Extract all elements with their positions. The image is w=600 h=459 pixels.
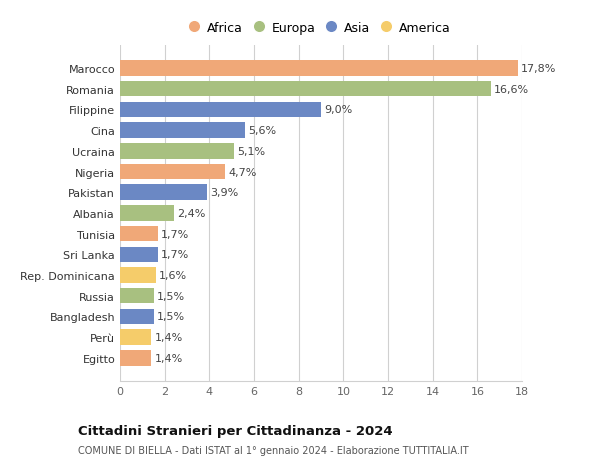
Text: 17,8%: 17,8% xyxy=(521,64,556,74)
Legend: Africa, Europa, Asia, America: Africa, Europa, Asia, America xyxy=(187,19,455,39)
Bar xyxy=(120,123,245,139)
Text: Cittadini Stranieri per Cittadinanza - 2024: Cittadini Stranieri per Cittadinanza - 2… xyxy=(78,425,392,437)
Bar xyxy=(120,350,151,366)
Bar xyxy=(120,164,225,180)
Text: 1,6%: 1,6% xyxy=(159,270,187,280)
Bar xyxy=(120,185,207,201)
Text: 9,0%: 9,0% xyxy=(325,105,353,115)
Bar xyxy=(120,102,321,118)
Bar xyxy=(120,288,154,304)
Bar xyxy=(120,247,158,263)
Text: 1,7%: 1,7% xyxy=(161,229,190,239)
Text: 4,7%: 4,7% xyxy=(229,167,257,177)
Text: 3,9%: 3,9% xyxy=(211,188,239,198)
Bar xyxy=(120,268,156,283)
Text: 1,4%: 1,4% xyxy=(155,332,183,342)
Text: 16,6%: 16,6% xyxy=(494,84,529,95)
Text: 1,4%: 1,4% xyxy=(155,353,183,363)
Bar xyxy=(120,309,154,325)
Text: COMUNE DI BIELLA - Dati ISTAT al 1° gennaio 2024 - Elaborazione TUTTITALIA.IT: COMUNE DI BIELLA - Dati ISTAT al 1° genn… xyxy=(78,445,469,455)
Bar xyxy=(120,144,234,159)
Bar xyxy=(120,206,173,221)
Text: 5,1%: 5,1% xyxy=(237,146,265,157)
Bar xyxy=(120,61,518,77)
Text: 1,5%: 1,5% xyxy=(157,291,185,301)
Bar xyxy=(120,330,151,345)
Text: 5,6%: 5,6% xyxy=(248,126,277,136)
Bar xyxy=(120,226,158,242)
Bar xyxy=(120,82,491,97)
Text: 1,7%: 1,7% xyxy=(161,250,190,260)
Text: 2,4%: 2,4% xyxy=(177,208,205,218)
Text: 1,5%: 1,5% xyxy=(157,312,185,322)
